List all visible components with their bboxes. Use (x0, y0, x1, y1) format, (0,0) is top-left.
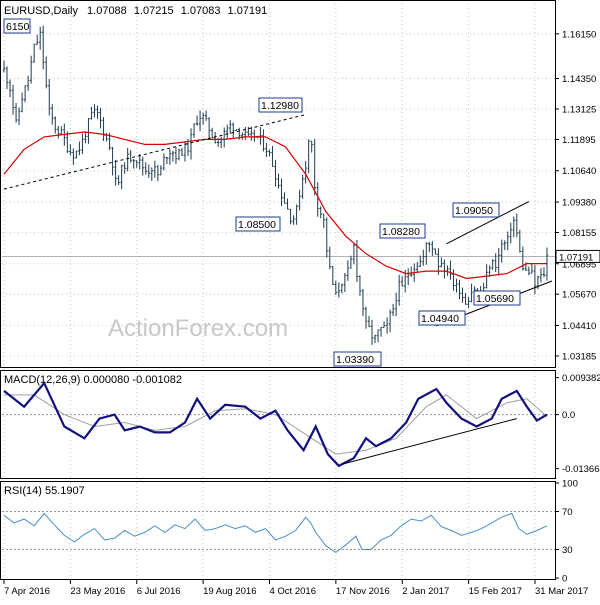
macd-signal-line (4, 394, 548, 455)
price-header: EURUSD,Daily 1.07088 1.07215 1.07083 1.0… (4, 5, 267, 17)
price-label-1.05690: 1.05690 (473, 290, 521, 306)
x-tick-label-4: 4 Oct 2016 (270, 586, 316, 597)
price-ytick-label-3: 1.11895 (562, 135, 596, 146)
price-label-1.08500: 1.08500 (235, 216, 281, 232)
series-layer (2, 25, 553, 554)
price-label-6150-box (3, 18, 31, 34)
x-tick-label-1: 23 May 2016 (70, 586, 125, 597)
price-panel-frame (0, 0, 556, 368)
macd-ytick-label-2: -0.013664 (562, 464, 600, 475)
price-trendline-0 (3, 114, 306, 190)
price-ytick-label-8: 1.05670 (562, 290, 596, 301)
close-value: 1.07191 (228, 5, 268, 17)
price-ytick-label-1: 1.14350 (562, 74, 596, 85)
price-label-1.12980-box (258, 97, 303, 113)
open-value: 1.07088 (87, 5, 127, 17)
price-label-1.08280-text: 1.08280 (382, 226, 420, 238)
price-label-1.08280: 1.08280 (379, 223, 426, 239)
price-label-1.08500-text: 1.08500 (238, 219, 276, 231)
price-ytick-label-0: 1.16150 (562, 29, 596, 40)
high-value: 1.07215 (134, 5, 174, 17)
price-ytick-label-6: 1.08155 (562, 228, 596, 239)
price-label-1.03390: 1.03390 (333, 351, 382, 367)
price-label-6150-text: 6150 (6, 21, 30, 33)
price-label-1.05690-box (473, 290, 521, 306)
price-label-1.09050-box (452, 202, 500, 218)
price-trendline-2 (446, 201, 530, 245)
price-label-1.03390-text: 1.03390 (336, 354, 374, 366)
rsi-ytick-label-3: 0 (562, 574, 567, 585)
price-label-1.08500-box (235, 216, 281, 232)
macd-header: MACD(12,26,9) 0.000080 -0.001082 (4, 374, 182, 386)
price-ytick-label-2: 1.13125 (562, 104, 596, 115)
price-label-1.08280-box (379, 223, 426, 239)
price-label-1.04940: 1.04940 (418, 310, 466, 326)
rsi-ytick-label-1: 70 (562, 507, 573, 518)
price-label-1.03390-box (333, 351, 382, 367)
x-tick-label-0: 7 Apr 2016 (4, 586, 50, 597)
price-label-1.12980-text: 1.12980 (261, 100, 299, 112)
price-ytick-label-7: 1.06895 (562, 259, 596, 270)
moving-average-line (3, 131, 547, 280)
x-tick-label-6: 2 Jan 2017 (402, 586, 449, 597)
macd-ytick-label-0: 0.009382 (562, 373, 600, 384)
price-label-1.09050: 1.09050 (452, 202, 500, 218)
rsi-header: RSI(14) 55.1907 (4, 485, 85, 497)
x-tick-label-3: 19 Aug 2016 (203, 586, 256, 597)
rsi-panel-frame (0, 481, 556, 580)
x-tick-label-2: 6 Jul 2016 (137, 586, 181, 597)
price-ytick-label-4: 1.10640 (562, 166, 596, 177)
rsi-ytick-label-0: 100 (562, 479, 578, 490)
macd-line (3, 381, 548, 468)
price-label-1.09050-text: 1.09050 (455, 205, 493, 217)
symbol-label: EURUSD,Daily (4, 5, 78, 17)
price-label-1.05690-text: 1.05690 (476, 293, 514, 305)
current-price-label: 1.07191 (559, 252, 593, 263)
macd-trendline-0 (342, 418, 517, 465)
price-ytick-label-5: 1.09380 (562, 198, 596, 209)
price-ytick-label-9: 1.04410 (562, 321, 596, 332)
rsi-line (3, 512, 548, 554)
price-label-1.04940-text: 1.04940 (421, 313, 459, 325)
current-price-box (555, 249, 600, 263)
price-label-1.12980: 1.12980 (258, 97, 303, 113)
x-tick-label-8: 31 Mar 2017 (535, 586, 588, 597)
x-tick-label-7: 15 Feb 2017 (469, 586, 522, 597)
macd-ytick-label-1: 0.0 (562, 410, 575, 421)
grid-layer (2, 4, 555, 578)
x-tick-label-5: 17 Nov 2016 (336, 586, 390, 597)
watermark: ActionForex.com (108, 315, 288, 342)
price-label-1.04940-box (418, 310, 466, 326)
rsi-ytick-label-2: 30 (562, 545, 573, 556)
price-label-6150: 6150 (3, 18, 31, 34)
axis-layer: 1.16150 1.14350 1.13125 1.11895 1.10640 1.093… (3, 29, 600, 597)
low-value: 1.07083 (181, 5, 221, 17)
price-ytick-label-10: 1.03185 (562, 351, 596, 362)
macd-panel-frame (0, 370, 556, 479)
